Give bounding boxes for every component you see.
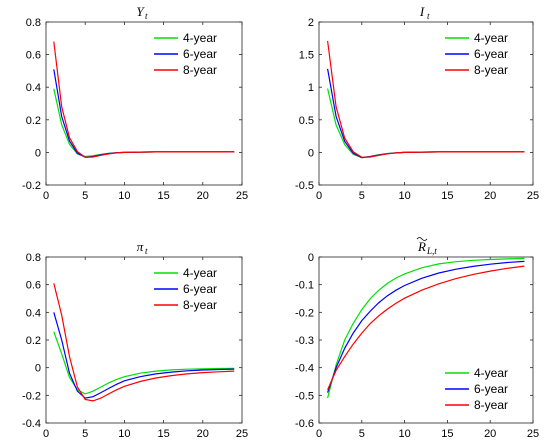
x-tick-label: 15 — [157, 428, 169, 440]
y-tick-label: 0.4 — [26, 82, 41, 94]
y-tick-label: 1.5 — [299, 50, 314, 62]
legend: 4-year 6-year 8-year — [441, 363, 525, 415]
x-tick-label: 10 — [398, 190, 410, 202]
x-tick-label: 5 — [359, 428, 365, 440]
y-tick-label: -0.1 — [295, 280, 314, 292]
x-tick-label: 0 — [316, 428, 322, 440]
x-tick-label: 15 — [441, 428, 453, 440]
panel-I: 0 5 10 15 20 25-0.500.511.52I t4-year6-year8-y… — [295, 4, 539, 202]
panel-pi: 0 5 10 15 20 25 -0.4 -0.2 0 0.2 0.4 0.6 0.8 π t 4-year 6… — [22, 239, 248, 440]
x-tick-label: 0 — [43, 190, 49, 202]
y-tick-label: 0.5 — [299, 115, 314, 127]
panel-title-main: Y — [136, 4, 145, 19]
legend-label: 4-year — [474, 366, 508, 380]
legend-label: 6-year — [474, 382, 508, 396]
y-tick-label: -0.4 — [295, 363, 314, 375]
legend-label: 4-year — [474, 31, 508, 45]
legend-label: 8-year — [474, 398, 508, 412]
panel-Y: 0 5 10 15 20 25-0.200.20.40.60.8Y t4-year6-yea… — [22, 4, 248, 202]
panel-title-subscript: t — [145, 246, 148, 256]
y-tick-label: -0.2 — [295, 307, 314, 319]
y-tick-label: 1 — [308, 82, 314, 94]
y-tick-label: 0.8 — [26, 17, 41, 29]
panel-title-main: I — [419, 4, 425, 19]
y-tick-label: -0.2 — [22, 180, 41, 192]
x-tick-label: 20 — [484, 428, 496, 440]
x-tick-label: 10 — [398, 428, 410, 440]
series-line-8-year — [53, 283, 235, 402]
x-tick-label: 15 — [441, 190, 453, 202]
y-tick-label: -0.4 — [22, 418, 41, 430]
y-tick-label: -0.5 — [295, 390, 314, 402]
panel-title: R L,t — [416, 237, 437, 256]
series-line-6-year — [327, 260, 525, 393]
legend-label: 6-year — [183, 47, 217, 61]
panel-title-subscript: t — [427, 11, 430, 21]
x-tick-label: 25 — [236, 190, 248, 202]
y-tick-label: -0.3 — [295, 335, 314, 347]
y-tick-label: 0 — [308, 147, 314, 159]
series-line-8-year — [53, 41, 235, 158]
legend-label: 4-year — [183, 31, 217, 45]
x-tick-label: 20 — [197, 190, 209, 202]
x-tick-label: 15 — [157, 190, 169, 202]
y-tick-label: -0.5 — [295, 180, 314, 192]
panel-title-subscript: t — [145, 11, 148, 21]
x-tick-label: 25 — [236, 428, 248, 440]
y-tick-label: 0 — [35, 363, 41, 375]
x-tick-label: 5 — [82, 428, 88, 440]
series-line-8-year — [327, 265, 525, 391]
legend: 4-year 6-year 8-year — [150, 263, 234, 315]
y-tick-label: -0.2 — [22, 390, 41, 402]
series-line-4-year — [327, 257, 525, 399]
series-line-6-year — [53, 312, 235, 399]
y-tick-label: 0.8 — [26, 252, 41, 264]
y-tick-label: 0 — [308, 252, 314, 264]
panel-RL: 0 5 10 15 20 25 -0.6 -0.5 -0.4 -0.3 -0.2 -0.1 0 R L,t 4… — [295, 237, 539, 440]
x-tick-label: 20 — [484, 190, 496, 202]
legend: 4-year 6-year 8-year — [441, 28, 525, 80]
series-line-8-year — [327, 40, 525, 158]
x-tick-label: 5 — [82, 190, 88, 202]
legend-label: 8-year — [474, 63, 508, 77]
x-tick-label: 0 — [316, 190, 322, 202]
panel-title-subscript: L,t — [426, 246, 437, 256]
panel-title-main: π — [137, 239, 144, 254]
y-tick-label: 2 — [308, 17, 314, 29]
y-tick-label: 0.6 — [26, 280, 41, 292]
legend-label: 8-year — [183, 63, 217, 77]
x-tick-label: 10 — [118, 428, 130, 440]
x-tick-label: 10 — [118, 190, 130, 202]
x-tick-label: 20 — [197, 428, 209, 440]
panel-title-main: R — [417, 239, 426, 254]
y-tick-label: 0.2 — [26, 115, 41, 127]
x-tick-label: 25 — [527, 190, 539, 202]
y-tick-label: 0.6 — [26, 50, 41, 62]
y-tick-label: 0.2 — [26, 335, 41, 347]
x-tick-label: 0 — [43, 428, 49, 440]
y-tick-label: -0.6 — [295, 418, 314, 430]
legend-label: 8-year — [183, 298, 217, 312]
legend: 4-year 6-year 8-year — [150, 28, 234, 80]
legend-label: 4-year — [183, 266, 217, 280]
y-tick-label: 0.4 — [26, 307, 41, 319]
tilde-mark — [416, 237, 428, 241]
x-tick-label: 5 — [359, 190, 365, 202]
legend-label: 6-year — [183, 282, 217, 296]
y-tick-label: 0 — [35, 147, 41, 159]
x-tick-label: 25 — [527, 428, 539, 440]
legend-label: 6-year — [474, 47, 508, 61]
